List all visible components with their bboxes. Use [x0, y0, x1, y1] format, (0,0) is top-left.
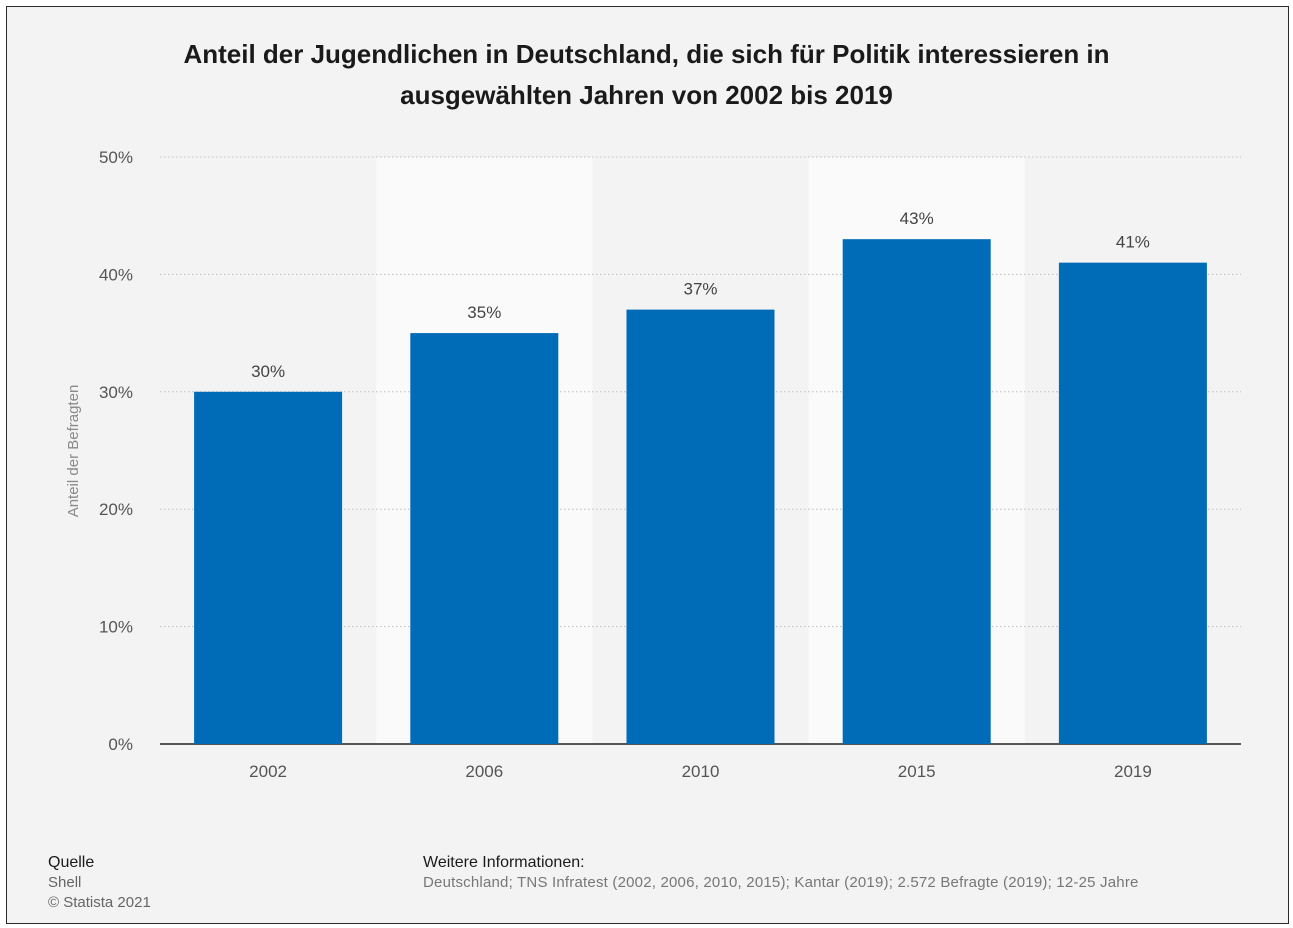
info-heading: Weitere Informationen:: [423, 854, 585, 871]
info-text: Deutschland; TNS Infratest (2002, 2006, …: [423, 874, 1139, 891]
copyright-text: © Statista 2021: [48, 894, 151, 911]
bar-2006: [410, 333, 559, 744]
bar-2015: [842, 239, 991, 744]
bar-2019: [1058, 262, 1207, 744]
source-heading: Quelle: [48, 854, 95, 871]
value-label-2015: 43%: [900, 209, 934, 228]
bar-2010: [626, 309, 775, 744]
y-tick-label: 40%: [99, 265, 133, 284]
x-tick-label-2010: 2010: [682, 762, 720, 781]
value-label-2019: 41%: [1116, 233, 1150, 252]
value-label-2002: 30%: [251, 362, 285, 381]
y-axis-label: Anteil der Befragten: [65, 385, 82, 518]
y-tick-label: 50%: [99, 148, 133, 167]
bars: [194, 239, 1207, 744]
chart-title-line-2: ausgewählten Jahren von 2002 bis 2019: [400, 80, 893, 110]
y-tick-label: 0%: [108, 735, 133, 754]
y-tick-label: 30%: [99, 383, 133, 402]
y-tick-label: 20%: [99, 500, 133, 519]
x-tick-label-2006: 2006: [465, 762, 503, 781]
x-tick-label-2019: 2019: [1114, 762, 1152, 781]
x-tick-label-2015: 2015: [898, 762, 936, 781]
bar-2002: [194, 391, 343, 744]
source-name[interactable]: Shell: [48, 874, 82, 891]
labels: 0% 10% 20% 30% 40% 50% 30% 2002 35% 2006 37% 2010 43…: [99, 148, 1152, 781]
value-label-2010: 37%: [683, 280, 717, 299]
chart-title-line-1: Anteil der Jugendlichen in Deutschland, …: [183, 39, 1110, 69]
x-tick-label-2002: 2002: [249, 762, 287, 781]
source-block: Quelle Shell © Statista 2021: [48, 853, 151, 913]
y-tick-label: 10%: [99, 618, 133, 637]
value-label-2006: 35%: [467, 303, 501, 322]
chart-title: Anteil der Jugendlichen in Deutschland, …: [0, 34, 1293, 116]
info-block: Weitere Informationen: Deutschland; TNS …: [423, 853, 1139, 893]
